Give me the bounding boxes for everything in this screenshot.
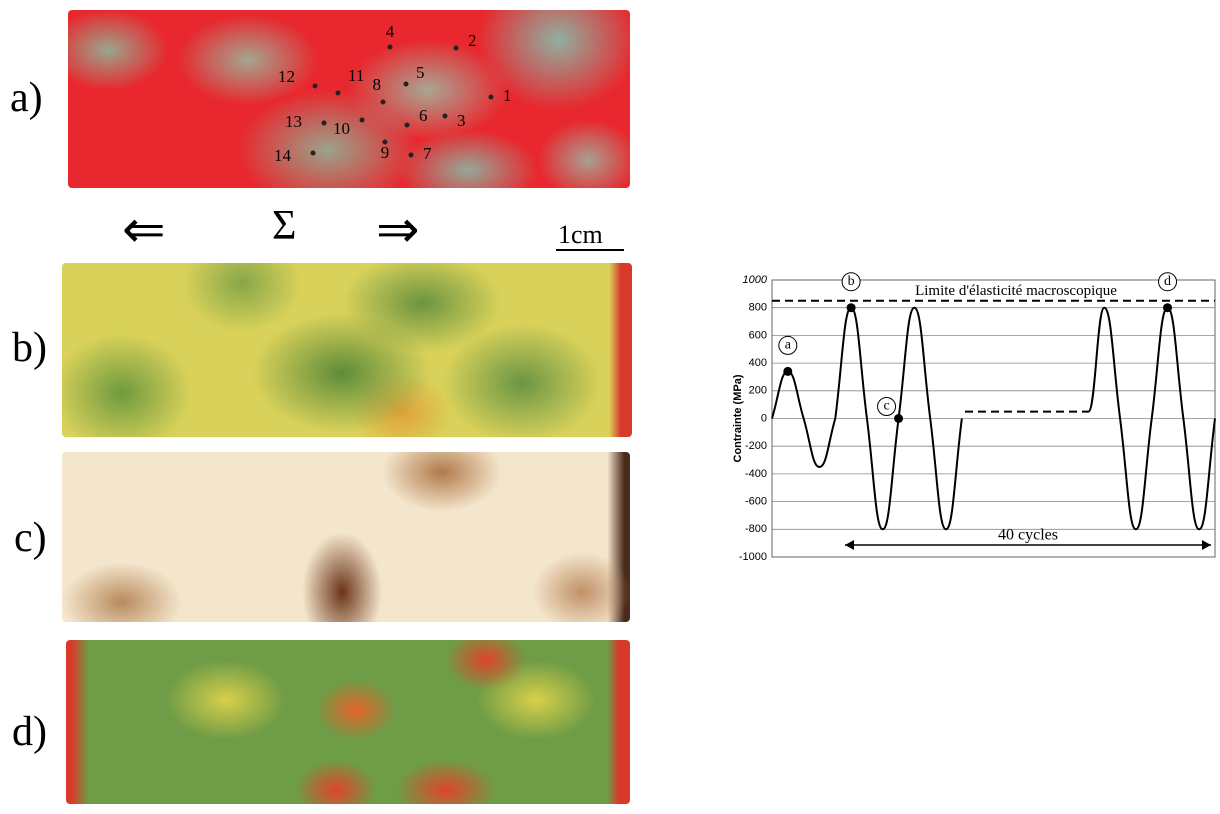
point-label: 9 xyxy=(381,143,390,162)
marker-label: b xyxy=(848,274,855,289)
y-tick-label: -200 xyxy=(745,440,767,452)
specimen-b xyxy=(62,263,632,437)
marker-ring xyxy=(778,335,798,355)
point-label: 12 xyxy=(278,67,295,86)
specimen-c xyxy=(62,452,630,622)
load-symbol: Σ xyxy=(272,203,297,249)
y-tick-label: -600 xyxy=(745,496,767,508)
panel-label: c) xyxy=(14,515,47,561)
y-tick-label: -400 xyxy=(745,468,767,480)
marker-ring xyxy=(841,272,861,292)
marker-ring xyxy=(877,397,897,416)
point-label: 7 xyxy=(423,144,432,163)
specimen-d xyxy=(66,640,630,804)
left-arrow: ⇐ xyxy=(122,202,166,259)
scale-bar xyxy=(556,249,624,251)
point-label: 1 xyxy=(503,86,512,105)
reference-label: Limite d'élasticité macroscopique xyxy=(915,283,1117,299)
specimen-point xyxy=(387,44,393,50)
point-label: 3 xyxy=(457,111,466,130)
specimen-point xyxy=(488,94,494,100)
point-label: 4 xyxy=(386,22,395,41)
y-tick-label: 200 xyxy=(749,385,767,397)
specimen-point xyxy=(335,90,341,96)
point-label: 10 xyxy=(333,119,350,138)
marker-dot xyxy=(894,414,904,423)
specimen-point xyxy=(382,139,388,145)
point-label: 8 xyxy=(373,75,382,94)
panel-label: a) xyxy=(10,75,43,121)
specimen-point xyxy=(403,81,409,87)
y-tick-label: 400 xyxy=(749,357,767,369)
y-tick-label: -1000 xyxy=(739,551,767,563)
span-label: 40 cycles xyxy=(998,527,1058,544)
stress-curve xyxy=(771,306,1216,531)
right-arrow: ⇒ xyxy=(376,202,420,259)
panel-label: b) xyxy=(12,325,47,371)
specimen-point xyxy=(359,117,365,123)
y-tick-label: 600 xyxy=(749,329,767,341)
marker-label: a xyxy=(785,338,792,353)
specimen-point xyxy=(321,120,327,126)
marker-label: c xyxy=(883,399,889,414)
specimen-point xyxy=(310,150,316,156)
y-tick-label: 0 xyxy=(761,412,767,424)
marker-dot xyxy=(783,366,793,376)
marker-dot xyxy=(846,303,856,313)
specimen-point xyxy=(404,122,410,128)
point-label: 13 xyxy=(285,112,302,131)
point-label: 6 xyxy=(419,106,428,125)
specimen-point xyxy=(312,83,318,89)
y-tick-label: -800 xyxy=(745,523,767,535)
specimen-point xyxy=(442,113,448,119)
marker-label: d xyxy=(1164,274,1171,289)
scale-bar-label: 1cm xyxy=(558,220,603,249)
specimen-point xyxy=(380,99,386,105)
specimen-point xyxy=(453,45,459,51)
y-axis-label: Contrainte (MPa) xyxy=(732,374,744,462)
point-label: 5 xyxy=(416,63,425,82)
marker-ring xyxy=(1158,272,1178,292)
y-tick-label: 1000 xyxy=(743,274,768,286)
marker-dot xyxy=(1163,303,1173,313)
y-tick-label: 800 xyxy=(749,302,767,314)
point-label: 2 xyxy=(468,31,477,50)
panel-label: d) xyxy=(12,709,47,755)
specimen-point xyxy=(408,152,414,158)
point-label: 11 xyxy=(348,66,364,85)
specimen-a xyxy=(68,10,630,188)
point-label: 14 xyxy=(274,146,292,165)
